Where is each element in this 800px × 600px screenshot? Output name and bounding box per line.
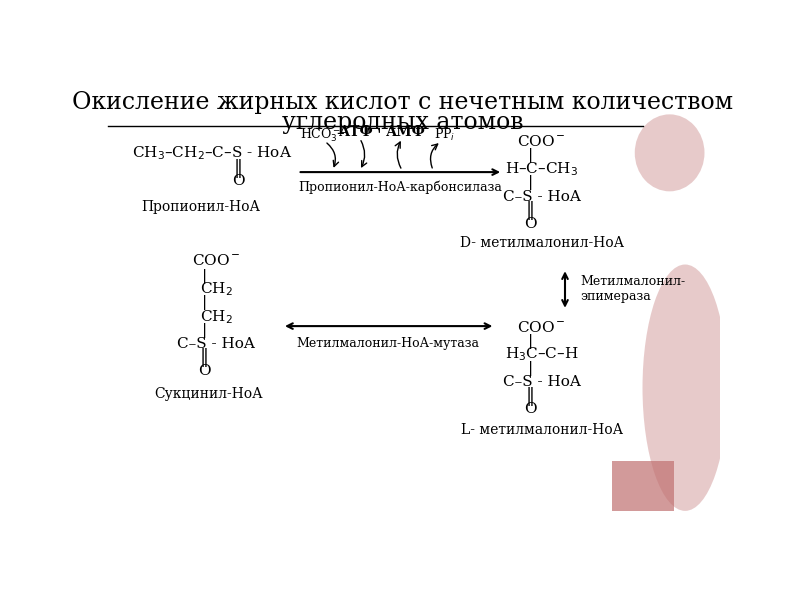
Text: CH$_2$: CH$_2$ [200, 280, 233, 298]
Text: |: | [202, 295, 207, 311]
Ellipse shape [634, 115, 705, 191]
Text: ‖: ‖ [526, 386, 534, 406]
Text: АМФ: АМФ [386, 125, 426, 139]
Text: |: | [202, 323, 207, 338]
Text: ‖: ‖ [200, 348, 209, 367]
Text: Метилмалонил-НоА-мутаза: Метилмалонил-НоА-мутаза [297, 337, 480, 350]
Text: O: O [198, 364, 211, 378]
Text: H–C–CH$_3$: H–C–CH$_3$ [505, 160, 578, 178]
Text: Пропионил-НоА: Пропионил-НоА [142, 200, 260, 214]
Text: COO$^-$: COO$^-$ [518, 320, 566, 335]
Ellipse shape [642, 265, 728, 511]
Text: C–S - HoA: C–S - HoA [503, 376, 581, 389]
Text: Метилмалонил-
эпимераза: Метилмалонил- эпимераза [581, 275, 686, 303]
Text: D- метилмалонил-НоА: D- метилмалонил-НоА [460, 236, 624, 250]
Text: Сукцинил-НоА: Сукцинил-НоА [154, 387, 263, 401]
Text: O: O [524, 402, 537, 416]
Text: O: O [232, 175, 244, 188]
Text: H$_3$C–C–H: H$_3$C–C–H [505, 346, 578, 364]
Text: |: | [527, 361, 533, 376]
Text: Пропионил-НоА-карбонсилаза: Пропионил-НоА-карбонсилаза [298, 181, 502, 194]
Text: CH$_2$: CH$_2$ [200, 308, 233, 326]
Text: ‖: ‖ [234, 159, 242, 178]
Text: COO$^-$: COO$^-$ [192, 253, 241, 268]
Text: АТФ: АТФ [338, 125, 373, 139]
Text: |: | [527, 148, 533, 163]
Text: Окисление жирных кислот с нечетным количеством: Окисление жирных кислот с нечетным колич… [72, 91, 733, 114]
Text: |: | [202, 269, 207, 284]
Text: COO$^-$: COO$^-$ [518, 134, 566, 149]
Text: O: O [524, 217, 537, 230]
Text: |: | [527, 175, 533, 190]
Text: ‖: ‖ [526, 201, 534, 220]
Text: L- метилмалонил-НоА: L- метилмалонил-НоА [461, 423, 623, 437]
Text: HCO$_3^-$: HCO$_3^-$ [301, 127, 342, 144]
Text: CH$_3$–CH$_2$–C–S - HoA: CH$_3$–CH$_2$–C–S - HoA [132, 144, 293, 161]
Text: PP$_i$: PP$_i$ [434, 127, 455, 143]
Text: углеродных атомов: углеродных атомов [282, 110, 523, 133]
FancyBboxPatch shape [611, 461, 674, 511]
Text: |: | [527, 334, 533, 349]
Text: C–S - HoA: C–S - HoA [178, 337, 255, 351]
Text: C–S - HoA: C–S - HoA [503, 190, 581, 204]
